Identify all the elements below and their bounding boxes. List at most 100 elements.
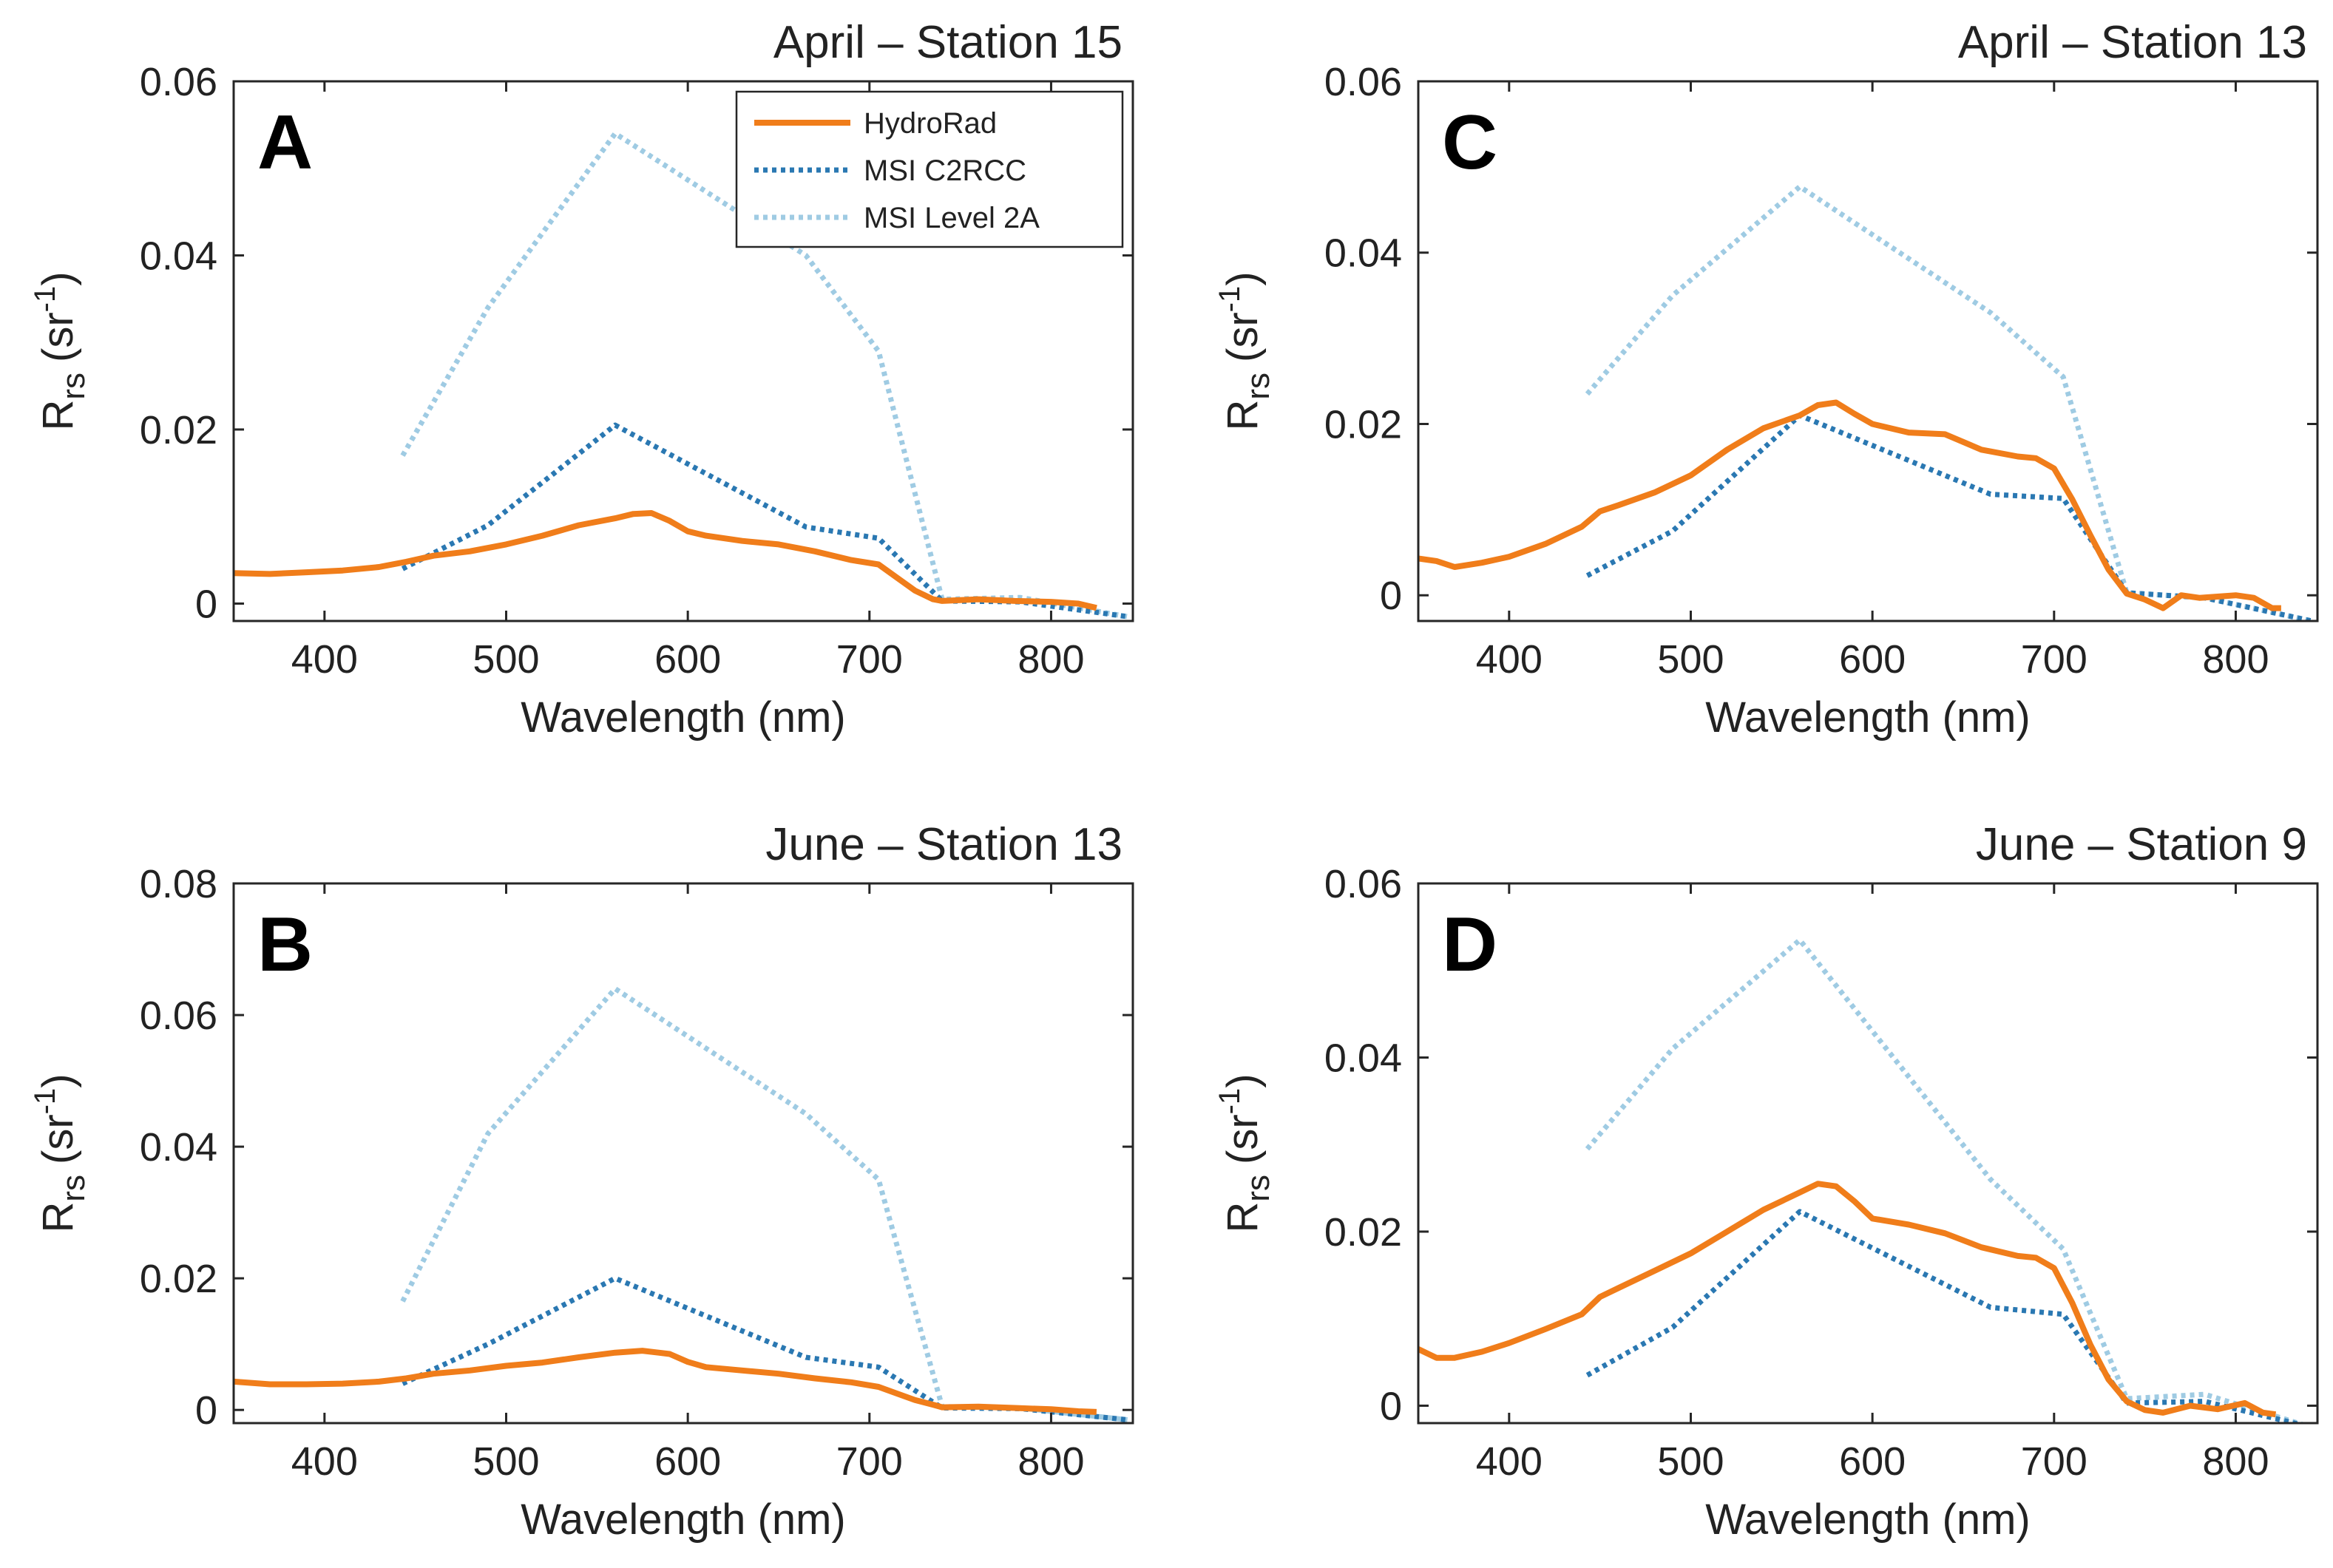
x-tick-label: 600 <box>1839 1439 1906 1484</box>
y-tick-label: 0 <box>1380 574 1402 618</box>
series-line-msi-level-2a <box>1585 937 2307 1423</box>
legend-label: HydroRad <box>864 107 997 140</box>
x-tick-label: 400 <box>1476 637 1543 682</box>
y-label-unit: (sr <box>34 312 82 362</box>
x-tick-label: 500 <box>1657 1439 1724 1484</box>
y-tick-label: 0.02 <box>140 1257 217 1301</box>
series-line-msi-level-2a <box>1585 184 2313 621</box>
panel-title: June – Station 9 <box>1976 819 2307 870</box>
y-tick-label: 0 <box>195 1388 217 1433</box>
legend-label: MSI C2RCC <box>864 155 1026 187</box>
y-label-unit: (sr <box>1219 1114 1267 1164</box>
y-tick-label: 0.04 <box>140 1125 217 1170</box>
y-tick-label: 0.08 <box>140 862 217 906</box>
y-tick-label: 0.02 <box>1324 1210 1402 1255</box>
y-tick-label: 0.06 <box>140 994 217 1038</box>
x-axis-label: Wavelength (nm) <box>1705 1496 2030 1544</box>
legend: HydroRad MSI C2RCC MSI Level 2A <box>735 90 1124 248</box>
y-label-sup: -1 <box>29 286 61 313</box>
y-label-main: R <box>34 1202 82 1233</box>
series-line-msi-c2rcc <box>401 422 1128 620</box>
y-label-sub: rs <box>1240 373 1276 400</box>
axes-box <box>1417 882 2319 1425</box>
x-tick-label: 800 <box>1017 637 1084 682</box>
y-axis-label: Rrs (sr-1) <box>29 1073 92 1232</box>
x-axis-label: Wavelength (nm) <box>521 1496 845 1544</box>
y-axis-label: Rrs (sr-1) <box>1213 271 1276 430</box>
panel-d: 400 500 600 700 800 0 0.02 0.04 0.06 June – Stati… <box>1213 819 2319 1544</box>
x-tick-label: 800 <box>2202 1439 2269 1484</box>
series-line-msi-level-2a <box>400 131 1128 620</box>
y-label-sup: -1 <box>29 1088 61 1115</box>
x-tick-label: 700 <box>836 637 903 682</box>
axes-box <box>232 80 1134 622</box>
legend-label: MSI Level 2A <box>864 202 1040 234</box>
y-label-main: R <box>1219 1202 1267 1233</box>
series-group <box>1418 937 2307 1423</box>
y-label-sup: -1 <box>1213 1088 1246 1115</box>
y-label-main: R <box>34 400 82 431</box>
panel-letter: D <box>1442 902 1497 988</box>
x-axis-label: Wavelength (nm) <box>1705 693 2030 741</box>
series-line-hydrorad <box>1418 399 2281 611</box>
y-label-close: ) <box>34 271 82 285</box>
y-tick-label: 0.06 <box>140 60 217 104</box>
x-tick-label: 600 <box>654 637 721 682</box>
y-tick-label: 0.06 <box>1324 60 1402 104</box>
y-tick-label: 0.04 <box>1324 1036 1402 1080</box>
series-line-msi-c2rcc <box>1585 1209 2306 1423</box>
x-tick-label: 600 <box>654 1439 721 1484</box>
series-line-hydrorad <box>1418 1181 2277 1418</box>
x-tick-label: 500 <box>473 637 539 682</box>
panel-letter: A <box>257 100 313 186</box>
y-tick-label: 0.04 <box>1324 231 1402 276</box>
panel-title: June – Station 13 <box>765 819 1123 870</box>
panel-title: April – Station 13 <box>1958 17 2307 68</box>
y-label-sup: -1 <box>1213 286 1246 313</box>
x-tick-label: 500 <box>1657 637 1724 682</box>
x-tick-label: 400 <box>291 1439 358 1484</box>
y-tick-label: 0 <box>1380 1384 1402 1428</box>
x-tick-label: 700 <box>2021 637 2087 682</box>
y-label-main: R <box>1219 400 1267 431</box>
y-tick-label: 0.06 <box>1324 862 1402 906</box>
x-axis-label: Wavelength (nm) <box>521 693 845 741</box>
y-label-sub: rs <box>55 373 92 400</box>
y-label-unit: (sr <box>1219 312 1267 362</box>
y-label-close: ) <box>1219 271 1267 285</box>
y-tick-label: 0.04 <box>140 234 217 278</box>
x-tick-label: 500 <box>473 1439 539 1484</box>
series-group <box>234 985 1128 1422</box>
series-line-msi-c2rcc <box>402 1275 1128 1422</box>
x-tick-label: 600 <box>1839 637 1906 682</box>
series-line-msi-level-2a <box>400 985 1128 1422</box>
y-axis-label: Rrs (sr-1) <box>29 271 92 430</box>
panel-letter: B <box>257 902 313 988</box>
panel-title: April – Station 15 <box>773 17 1123 68</box>
x-tick-label: 400 <box>291 637 358 682</box>
y-label-sub: rs <box>55 1175 92 1202</box>
y-label-close: ) <box>1219 1073 1267 1087</box>
x-tick-label: 800 <box>2202 637 2269 682</box>
y-label-close: ) <box>34 1073 82 1087</box>
panel-c: 400 500 600 700 800 0 0.02 0.04 0.06 April – Stat… <box>1213 17 2319 741</box>
series-group <box>1418 184 2313 621</box>
y-axis-label: Rrs (sr-1) <box>1213 1073 1276 1232</box>
series-line-hydrorad <box>234 510 1097 611</box>
panel-b: 400 500 600 700 800 0 0.02 0.04 0.06 0.08 June – S… <box>29 819 1134 1544</box>
x-tick-label: 800 <box>1017 1439 1084 1484</box>
y-tick-label: 0 <box>195 582 217 626</box>
series-line-hydrorad <box>234 1348 1097 1415</box>
y-tick-label: 0.02 <box>1324 402 1402 447</box>
series-group <box>234 131 1128 620</box>
axes-box <box>232 882 1134 1425</box>
axes-box <box>1417 80 2319 622</box>
series-line-msi-c2rcc <box>1585 413 2313 621</box>
y-label-sub: rs <box>1240 1175 1276 1202</box>
panel-letter: C <box>1442 100 1497 186</box>
x-tick-label: 400 <box>1476 1439 1543 1484</box>
y-label-unit: (sr <box>34 1114 82 1164</box>
panel-a: 400 500 600 700 800 0 0.02 0.04 0.06 April – Stat… <box>29 17 1134 741</box>
y-tick-label: 0.02 <box>140 408 217 452</box>
